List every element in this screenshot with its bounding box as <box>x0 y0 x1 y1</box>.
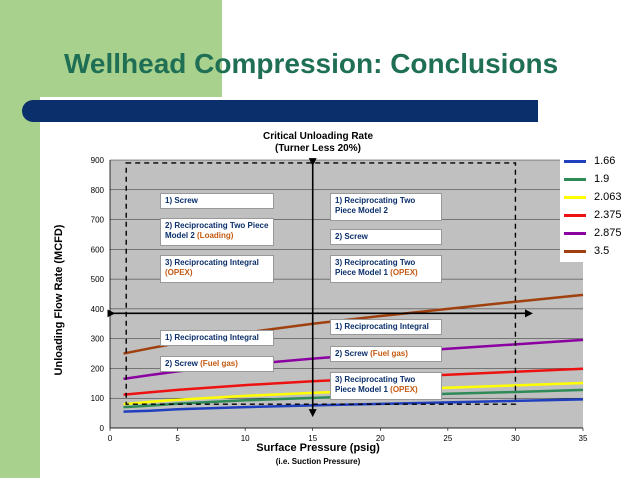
x-tick-label: 15 <box>308 434 317 443</box>
annotation-top-right-3: 3) Reciprocating Two Piece Model 1 (OPEX… <box>330 255 442 283</box>
chart-title: Critical Unloading Rate (Turner Less 20%… <box>200 131 436 155</box>
legend-label: 1.66 <box>594 155 616 167</box>
chart-subtitle: (Turner Less 20%) <box>275 143 361 154</box>
y-tick-label: 700 <box>91 216 105 225</box>
x-tick-label: 30 <box>511 434 520 443</box>
legend-label: 2.875 <box>594 227 622 239</box>
annotation-note: (Loading) <box>197 231 234 240</box>
legend-label: 3.5 <box>594 245 610 257</box>
annotation-top-right-1: 1) Reciprocating Two Piece Model 2 <box>330 193 442 221</box>
y-tick-label: 0 <box>100 424 105 433</box>
x-tick-label: 0 <box>108 434 113 443</box>
legend-label: 2.063 <box>594 191 622 203</box>
x-tick-label: 25 <box>443 434 452 443</box>
annotation-note: (OPEX) <box>390 385 418 394</box>
y-tick-label: 500 <box>91 275 105 284</box>
legend-item: 2.875 <box>564 224 622 242</box>
annotation-text: 3) Reciprocating Two Piece Model 1 <box>335 375 416 394</box>
decorative-green-block <box>0 0 222 97</box>
annotation-note: (Fuel gas) <box>200 359 238 368</box>
legend-item: 2.375 <box>564 206 622 224</box>
legend-swatch <box>564 231 586 235</box>
x-tick-label: 35 <box>579 434 588 443</box>
y-tick-label: 800 <box>91 186 105 195</box>
legend-item: 1.66 <box>564 152 615 170</box>
annotation-text: 1) Reciprocating Integral <box>335 322 429 331</box>
annotation-bottom-right-2: 2) Screw (Fuel gas) <box>330 346 442 362</box>
annotation-top-left-1: 1) Screw <box>160 193 274 209</box>
x-axis-label: Surface Pressure (psig) <box>256 442 380 454</box>
legend: 1.66 1.9 2.063 2.375 2.875 3.5 <box>560 152 638 262</box>
annotation-text: 1) Screw <box>165 196 198 205</box>
annotation-bottom-right-3: 3) Reciprocating Two Piece Model 1 (OPEX… <box>330 372 442 400</box>
legend-swatch <box>564 177 586 181</box>
slide-title: Wellhead Compression: Conclusions <box>64 48 559 79</box>
y-tick-label: 300 <box>91 335 105 344</box>
annotation-top-left-2: 2) Reciprocating Two Piece Model 2 (Load… <box>160 218 274 246</box>
legend-swatch <box>564 249 586 253</box>
legend-swatch <box>564 195 586 199</box>
x-tick-label: 5 <box>175 434 180 443</box>
annotation-note: (OPEX) <box>165 268 193 277</box>
annotation-note: (Fuel gas) <box>370 349 408 358</box>
y-tick-label: 200 <box>91 364 105 373</box>
annotation-text: 1) Reciprocating Two Piece Model 2 <box>335 196 416 215</box>
y-tick-label: 900 <box>91 156 105 165</box>
annotation-bottom-left-2: 2) Screw (Fuel gas) <box>160 356 274 372</box>
annotation-text: 2) Screw <box>335 349 368 358</box>
chart-title-main: Critical Unloading Rate <box>262 131 373 142</box>
y-axis-label: Unloading Flow Rate (MCFD) <box>53 224 65 376</box>
legend-label: 1.9 <box>594 173 610 185</box>
x-axis-sublabel: (i.e. Suction Pressure) <box>275 457 361 466</box>
annotation-bottom-right-1: 1) Reciprocating Integral <box>330 319 442 335</box>
annotation-text: 2) Screw <box>165 359 198 368</box>
legend-label: 2.375 <box>594 209 622 221</box>
annotation-text: 2) Reciprocating Two Piece Model 2 <box>165 221 269 240</box>
y-tick-label: 100 <box>91 394 105 403</box>
y-tick-label: 600 <box>91 245 105 254</box>
legend-swatch <box>564 159 586 163</box>
y-tick-label: 400 <box>91 305 105 314</box>
annotation-text: 1) Reciprocating Integral <box>165 333 259 342</box>
annotation-text: 3) Reciprocating Two Piece Model 1 <box>335 258 416 277</box>
annotation-text: 2) Screw <box>335 232 368 241</box>
annotation-top-right-2: 2) Screw <box>330 229 442 245</box>
legend-swatch <box>564 213 586 217</box>
legend-item: 2.063 <box>564 188 622 206</box>
legend-item: 3.5 <box>564 242 609 260</box>
decorative-title-bar <box>22 100 538 122</box>
annotation-note: (OPEX) <box>390 268 418 277</box>
x-tick-label: 10 <box>241 434 250 443</box>
annotation-text: 3) Reciprocating Integral <box>165 258 259 267</box>
x-tick-label: 20 <box>376 434 385 443</box>
annotation-bottom-left-1: 1) Reciprocating Integral <box>160 330 274 346</box>
decorative-green-strip <box>0 97 40 478</box>
annotation-top-left-3: 3) Reciprocating Integral (OPEX) <box>160 255 274 283</box>
legend-item: 1.9 <box>564 170 609 188</box>
